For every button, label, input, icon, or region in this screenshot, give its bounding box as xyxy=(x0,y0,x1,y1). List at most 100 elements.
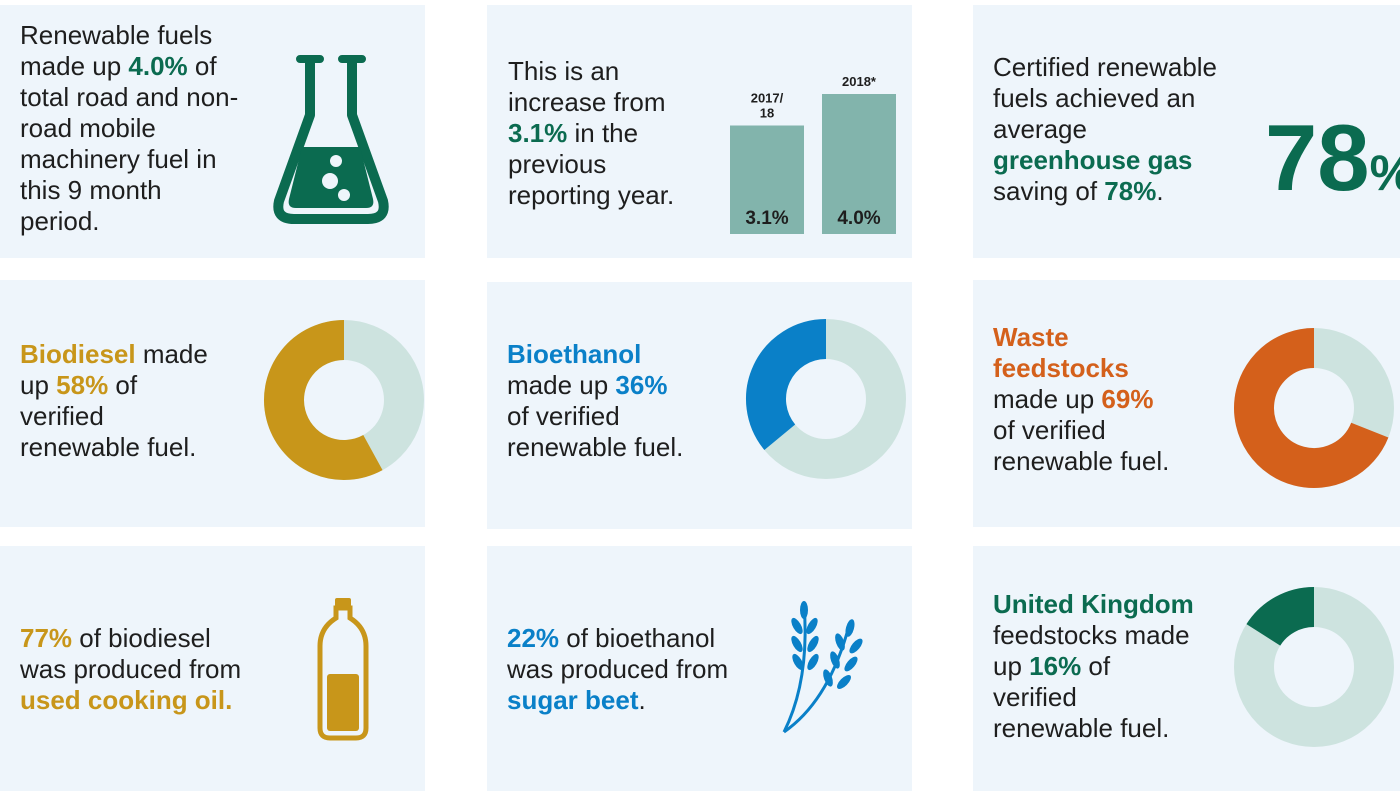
text-line: up 58% of xyxy=(20,370,208,401)
unit: % xyxy=(1370,145,1400,201)
value-label: 4.0% xyxy=(837,208,880,229)
text-line: verified xyxy=(20,401,208,432)
text-line: renewable fuel. xyxy=(507,432,683,463)
text-line: used cooking oil. xyxy=(20,685,241,716)
text-line: Bioethanol xyxy=(507,339,683,370)
category-label: 2018* xyxy=(842,74,877,89)
highlight-text: 36% xyxy=(615,370,668,400)
bottle-icon xyxy=(317,598,369,741)
highlight-text: 22% xyxy=(507,623,560,653)
text: road mobile xyxy=(20,113,156,143)
big-number-text: 78% xyxy=(1265,105,1400,210)
text: saving of xyxy=(993,176,1105,206)
text: of biodiesel xyxy=(72,623,211,653)
text-line: total road and non- xyxy=(20,82,238,113)
panel-text: 77% of biodiesel was produced from used co… xyxy=(20,623,241,716)
text: of verified xyxy=(507,401,620,431)
panel-text: Renewable fuels made up 4.0% of total road… xyxy=(20,20,238,237)
text-line: verified xyxy=(993,682,1194,713)
panel-text: Biodiesel made up 58% of verified renewable… xyxy=(20,339,208,463)
text-line: made up 4.0% of xyxy=(20,51,238,82)
text-line: made up 69% xyxy=(993,384,1169,415)
highlight-text: 78% xyxy=(1104,176,1157,206)
text-line: increase from xyxy=(508,87,674,118)
panel-text: United Kingdom feedstocks made up 16% of ve… xyxy=(993,589,1194,744)
text-line: greenhouse gas xyxy=(993,145,1217,176)
bar xyxy=(730,125,804,234)
highlight-text: Bioethanol xyxy=(507,339,642,369)
bar-chart: 3.1% 2017/18 4.0% 2018* xyxy=(730,74,896,234)
panel: Certified renewable fuels achieved an aver… xyxy=(973,5,1400,258)
panel-text: 22% of bioethanol was produced from sugar … xyxy=(507,623,728,716)
highlight-text: 58% xyxy=(56,370,109,400)
text: renewable fuel. xyxy=(993,446,1170,476)
text: this 9 month xyxy=(20,175,162,205)
panel: This is an increase from 3.1% in the previo… xyxy=(487,5,912,258)
panel: Bioethanol made up 36% of verified renewabl… xyxy=(487,282,912,529)
panel: United Kingdom feedstocks made up 16% of ve… xyxy=(973,546,1400,791)
panel-text: Waste feedstocks made up 69% of verified ren… xyxy=(993,322,1169,477)
panel: 77% of biodiesel was produced from used co… xyxy=(0,546,425,791)
donut-chart xyxy=(746,319,906,479)
donut-chart xyxy=(1234,587,1394,747)
panel: Waste feedstocks made up 69% of verified ren… xyxy=(973,280,1400,527)
text-line: reporting year. xyxy=(508,180,674,211)
text: was produced from xyxy=(507,654,729,684)
text-line: previous xyxy=(508,149,674,180)
text: machinery fuel in xyxy=(20,144,217,174)
text: . xyxy=(1156,176,1164,206)
text-line: average xyxy=(993,114,1217,145)
highlight-text: 69% xyxy=(1101,384,1154,414)
text-line: made up 36% xyxy=(507,370,683,401)
text-line: period. xyxy=(20,206,238,237)
flask-icon xyxy=(273,55,389,224)
highlight-text: 16% xyxy=(1029,651,1082,681)
text-line: renewable fuel. xyxy=(20,432,208,463)
text: of bioethanol xyxy=(559,623,716,653)
bar xyxy=(822,94,896,234)
text-line: Certified renewable xyxy=(993,52,1217,83)
text-line: feedstocks xyxy=(993,353,1169,384)
text: of xyxy=(108,370,138,400)
text: was produced from xyxy=(20,654,242,684)
text: of xyxy=(187,51,217,81)
text-line: saving of 78%. xyxy=(993,176,1217,207)
highlight-text: Waste xyxy=(993,322,1069,352)
wheat-icon xyxy=(782,601,863,734)
donut-chart xyxy=(264,320,424,480)
text: reporting year. xyxy=(508,180,675,210)
text: average xyxy=(993,114,1087,144)
text-line: road mobile xyxy=(20,113,238,144)
highlight-text: 77% xyxy=(20,623,73,653)
highlight-text: Biodiesel xyxy=(20,339,136,369)
text: This is an xyxy=(508,56,620,86)
text: renewable fuel. xyxy=(993,713,1170,743)
text: renewable fuel. xyxy=(507,432,684,462)
text: Certified renewable xyxy=(993,52,1218,82)
text-line: Renewable fuels xyxy=(20,20,238,51)
panel: 22% of bioethanol was produced from sugar … xyxy=(487,546,912,791)
category-label: 2017/18 xyxy=(751,91,784,121)
text-line: this 9 month xyxy=(20,175,238,206)
text: made xyxy=(135,339,208,369)
text-line: renewable fuel. xyxy=(993,713,1194,744)
text-line: of verified xyxy=(507,401,683,432)
donut-segment xyxy=(1246,587,1315,647)
text-line: of verified xyxy=(993,415,1169,446)
highlight-text: United Kingdom xyxy=(993,589,1194,619)
highlight-text: feedstocks xyxy=(993,353,1129,383)
text-line: renewable fuel. xyxy=(993,446,1169,477)
text: up xyxy=(993,651,1030,681)
text-line: This is an xyxy=(508,56,674,87)
text-line: Biodiesel made xyxy=(20,339,208,370)
text-line: machinery fuel in xyxy=(20,144,238,175)
text: verified xyxy=(993,682,1077,712)
text: up xyxy=(20,370,57,400)
text: of xyxy=(1081,651,1111,681)
text-line: Waste xyxy=(993,322,1169,353)
text: period. xyxy=(20,206,100,236)
donut-chart xyxy=(1234,328,1394,488)
highlight-text: used cooking oil. xyxy=(20,685,233,715)
text: verified xyxy=(20,401,104,431)
panel: Renewable fuels made up 4.0% of total road… xyxy=(0,5,425,258)
